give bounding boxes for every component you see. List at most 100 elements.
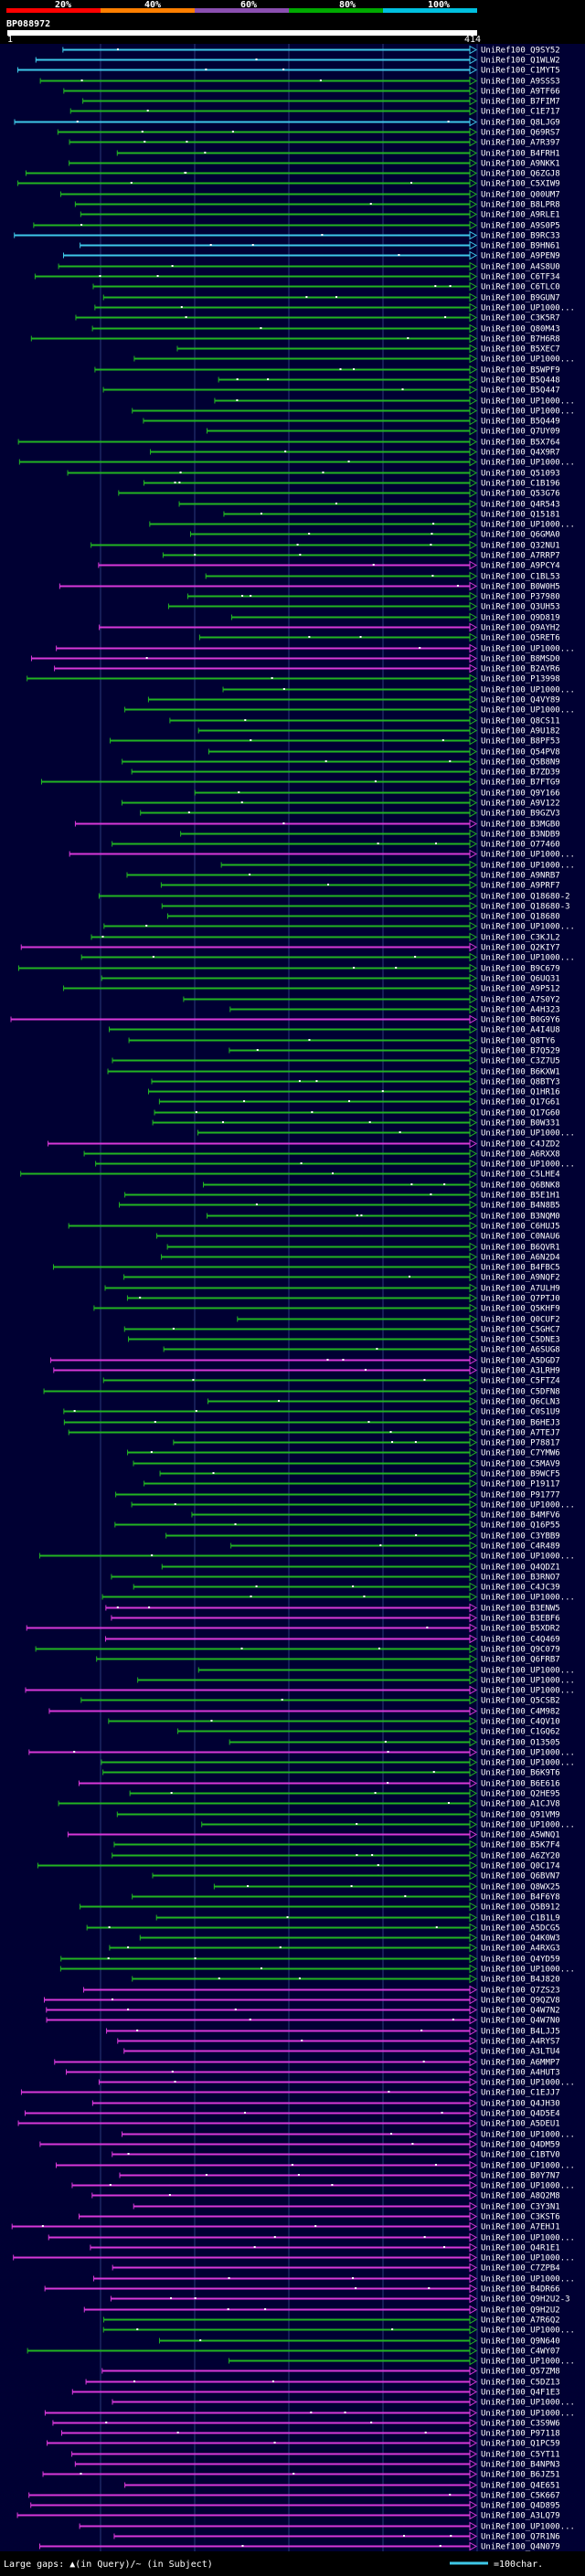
gap-marker-icon [321, 234, 324, 236]
gap-marker-icon [243, 2112, 246, 2114]
hit-row: UniRef100_Q4YD59 [60, 1954, 560, 1965]
hit-row: UniRef100_A9PCY4 [98, 560, 560, 571]
gap-marker-icon [273, 2442, 276, 2443]
hit-row: UniRef100_C1GQ62 [177, 1726, 560, 1737]
hit-arrow-icon [469, 261, 478, 271]
hit-arrow-icon [469, 798, 478, 808]
hit-row: UniRef100_B5XEC7 [176, 344, 560, 355]
hit-arrow-icon [469, 2459, 478, 2469]
hit-arrow-icon [469, 1262, 478, 1272]
hit-arrow-icon [469, 2510, 478, 2520]
hit-label: UniRef100_Q9D819 [481, 614, 560, 623]
hit-label: UniRef100_Q80M43 [481, 325, 560, 334]
hit-row: UniRef100_A9SSS3 [39, 76, 560, 87]
hit-row: UniRef100_A5WNQ1 [67, 1829, 560, 1840]
gap-marker-icon [360, 1214, 363, 1216]
gap-marker-icon [279, 1946, 282, 1948]
hit-arrow-icon [469, 302, 478, 313]
hit-row: UniRef100_Q4F1E3 [71, 2387, 560, 2398]
hit-label: UniRef100_A9V122 [481, 800, 560, 809]
hit-arrow-icon [469, 829, 478, 839]
gap-marker-icon [212, 1472, 215, 1474]
hit-row: UniRef100_Q6ZGJ8 [25, 168, 560, 179]
hit-row: UniRef100_UP1000... [79, 2521, 575, 2532]
hit-row: UniRef100_B5E1H1 [124, 1190, 560, 1201]
hit-row: UniRef100_B0Y7N7 [119, 2170, 560, 2181]
hit-label: UniRef100_A9NRB7 [481, 872, 560, 881]
hit-label: UniRef100_UP1000... [481, 1759, 575, 1768]
gap-marker-icon [310, 2412, 313, 2413]
gap-marker-icon [441, 2112, 443, 2114]
hit-arrow-icon [469, 529, 478, 539]
hit-row: UniRef100_C4R489 [230, 1541, 560, 1552]
hit-arrow-icon [469, 1551, 478, 1561]
hit-arrow-icon [469, 1014, 478, 1024]
gap-marker-icon [322, 472, 324, 473]
hit-row: UniRef100_Q8WX25 [213, 1882, 560, 1892]
gap-marker-icon [80, 224, 83, 226]
hit-arrow-icon [469, 2336, 478, 2346]
hit-arrow-icon [469, 591, 478, 601]
hit-arrow-icon [469, 1757, 478, 1767]
hit-label: UniRef100_Q7ZS23 [481, 1987, 560, 1996]
hit-row: UniRef100_B9GZV3 [140, 808, 560, 819]
gap-marker-icon [356, 1214, 358, 1216]
hit-row: UniRef100_UP1000... [201, 1819, 575, 1830]
gap-marker-icon [409, 1276, 411, 1277]
hit-row: UniRef100_UP1000... [38, 1551, 575, 1562]
hit-row: UniRef100_C1MYT5 [16, 65, 560, 76]
hit-label: UniRef100_UP1000... [481, 923, 575, 932]
hit-label: UniRef100_C4JC39 [481, 1584, 560, 1593]
hit-label: UniRef100_Q18680-3 [481, 903, 570, 912]
gap-marker-icon [423, 1379, 426, 1381]
hit-arrow-icon [469, 437, 478, 447]
hit-label: UniRef100_A9U182 [481, 727, 560, 737]
hit-row: UniRef100_A9U182 [197, 726, 560, 737]
gap-marker-icon [407, 337, 410, 339]
hit-arrow-icon [469, 2305, 478, 2315]
gap-marker-icon [260, 327, 262, 329]
gap-marker-icon [410, 182, 413, 184]
hit-arrow-icon [469, 1882, 478, 1892]
gap-marker-icon [41, 2225, 44, 2227]
hit-label: UniRef100_B2AYR6 [481, 665, 560, 674]
hit-row: UniRef100_Q1WLW2 [35, 55, 560, 66]
hit-arrow-icon [469, 1850, 478, 1860]
hit-arrow-icon [469, 1964, 478, 1974]
gap-marker-icon [428, 2287, 431, 2289]
hit-arrow-icon [469, 1283, 478, 1293]
hit-row: UniRef100_Q00UM7 [59, 189, 560, 200]
hit-arrow-icon [469, 705, 478, 715]
hit-arrow-icon [469, 1675, 478, 1685]
gap-marker-icon [443, 2246, 446, 2248]
hit-label: UniRef100_A5DGD7 [481, 1357, 560, 1366]
hit-row: UniRef100_UP1000... [56, 643, 575, 654]
hit-arrow-icon [469, 963, 478, 973]
scale-segment-3 [195, 8, 289, 13]
hit-label: UniRef100_P91777 [481, 1491, 560, 1500]
hit-label: UniRef100_A4HUT3 [481, 2069, 560, 2078]
hit-row: UniRef100_B3NDB9 [180, 829, 560, 840]
gap-marker-icon [434, 285, 437, 287]
hit-arrow-icon [469, 2531, 478, 2541]
hit-label: UniRef100_B3EBF6 [481, 1615, 560, 1624]
gap-marker-icon [326, 1359, 329, 1361]
hit-label: UniRef100_UP1000... [481, 2079, 575, 2088]
hit-arrow-icon [469, 880, 478, 890]
hit-arrow-icon [469, 168, 478, 178]
hit-row: UniRef100_C1EJJ7 [20, 2087, 560, 2098]
hit-row: UniRef100_UP1000... [48, 2232, 575, 2243]
hit-row: UniRef100_UP1000... [101, 1592, 575, 1603]
hit-label: UniRef100_C6TLC0 [481, 283, 560, 292]
gap-marker-icon [422, 2061, 425, 2062]
hit-label: UniRef100_C5LHE4 [481, 1171, 560, 1180]
gap-marker-icon [179, 472, 182, 473]
gap-marker-icon [256, 1049, 259, 1051]
hit-label: UniRef100_C5GHC7 [481, 1326, 560, 1335]
hit-arrow-icon [469, 106, 478, 116]
gap-marker-icon [372, 564, 375, 566]
hit-arrow-icon [469, 1489, 478, 1500]
gap-marker-icon [387, 1782, 389, 1784]
hit-arrow-icon [469, 1396, 478, 1406]
hit-label: UniRef100_Q9C079 [481, 1646, 560, 1655]
